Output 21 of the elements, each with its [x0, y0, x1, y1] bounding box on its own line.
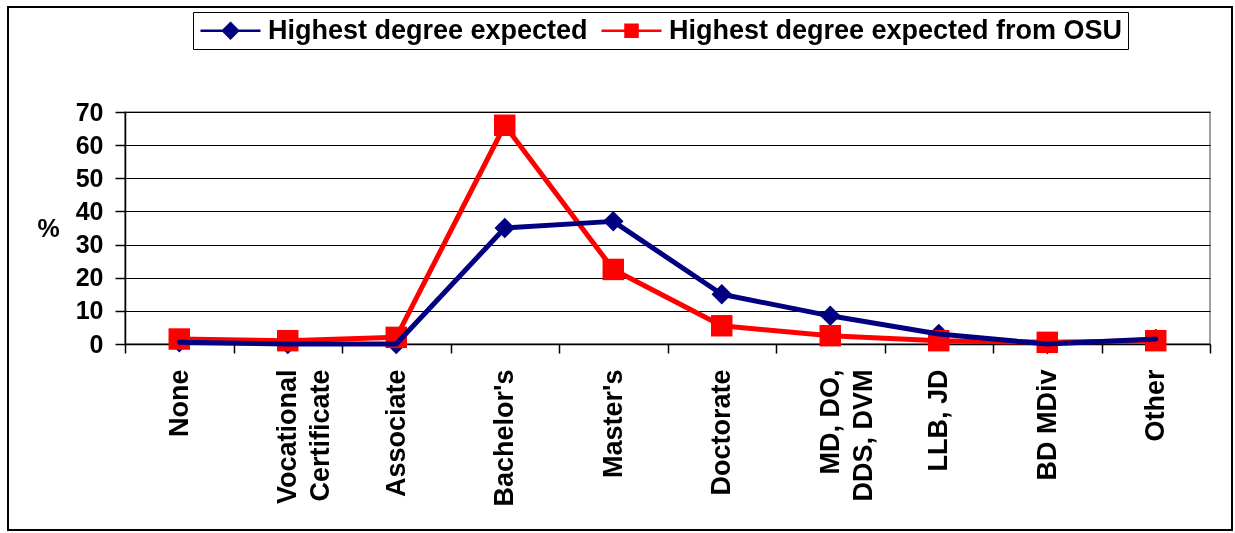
x-tick-label: Associate [380, 369, 411, 498]
y-tick-label: 50 [75, 163, 104, 192]
x-tick-label: Other [1140, 369, 1171, 442]
legend-label: Highest degree expected from OSU [669, 14, 1123, 45]
x-tick-label: Bachelor's [489, 369, 520, 507]
y-tick-label: 40 [75, 196, 104, 225]
y-tick-label: 0 [89, 329, 104, 358]
x-tick-label: MD, DO, DDS, DVM [814, 369, 878, 502]
legend-label: Highest degree expected [268, 14, 588, 45]
y-tick-label: 30 [75, 230, 104, 259]
x-tick-label: BD MDiv [1031, 369, 1062, 481]
x-tick-label: None [163, 369, 194, 437]
y-tick-label: 10 [75, 296, 104, 325]
x-tick-label: LLB, JD [923, 369, 954, 472]
x-tick-label: Doctorate [706, 369, 737, 496]
y-tick-label: 70 [75, 97, 104, 126]
y-tick-label: 20 [75, 263, 104, 292]
y-axis-title: % [37, 213, 60, 242]
x-tick-label: Master's [597, 369, 628, 478]
x-tick-label: Vocational Certificate [272, 369, 336, 505]
y-tick-label: 60 [75, 130, 104, 159]
